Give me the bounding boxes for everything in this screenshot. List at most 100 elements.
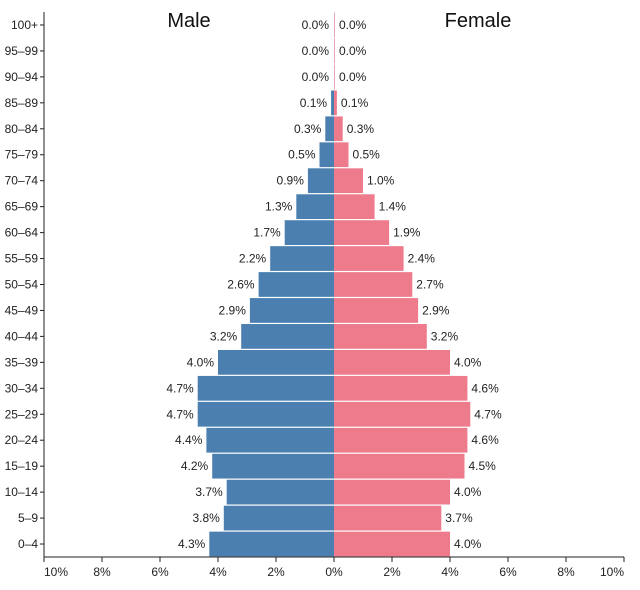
y-tick-label-55–59: 55–59 <box>5 252 39 266</box>
x-tick-label-4: 2% <box>267 565 285 579</box>
female-bar-10–14 <box>334 479 450 505</box>
female-value-label-85–89: 0.1% <box>341 96 369 110</box>
female-value-label-75–79: 0.5% <box>353 148 381 162</box>
y-tick-label-5–9: 5–9 <box>18 511 38 525</box>
x-tick-label-8: 6% <box>499 565 517 579</box>
male-bar-5–9 <box>223 505 334 531</box>
female-bar-75–79 <box>334 142 349 168</box>
female-bar-0–4 <box>334 531 450 557</box>
male-value-label-40–44: 3.2% <box>210 329 238 343</box>
y-tick-label-25–29: 25–29 <box>5 407 39 421</box>
bars-group <box>197 12 471 557</box>
y-tick-label-30–34: 30–34 <box>5 381 39 395</box>
male-bar-80–84 <box>325 116 334 142</box>
male-value-label-35–39: 4.0% <box>187 355 215 369</box>
female-bar-35–39 <box>334 349 450 375</box>
female-value-label-95–99: 0.0% <box>339 44 367 58</box>
female-value-label-70–74: 1.0% <box>367 174 395 188</box>
male-bar-55–59 <box>270 246 334 271</box>
female-bar-55–59 <box>334 246 404 271</box>
y-tick-label-40–44: 40–44 <box>5 329 39 343</box>
female-bar-25–29 <box>334 401 471 427</box>
y-tick-label-60–64: 60–64 <box>5 226 39 240</box>
male-value-label-70–74: 0.9% <box>277 174 305 188</box>
y-tick-label-10–14: 10–14 <box>5 485 39 499</box>
female-bar-90–94 <box>334 64 335 90</box>
male-bar-85–89 <box>331 90 334 116</box>
male-bar-65–69 <box>296 194 334 220</box>
female-bar-15–19 <box>334 453 465 479</box>
male-value-label-55–59: 2.2% <box>239 252 267 266</box>
x-tick-label-7: 4% <box>441 565 459 579</box>
female-value-label-30–34: 4.6% <box>471 381 499 395</box>
female-bar-95–99 <box>334 38 335 64</box>
female-side-title: Female <box>445 10 512 32</box>
male-value-label-10–14: 3.7% <box>195 485 223 499</box>
female-value-label-80–84: 0.3% <box>347 122 375 136</box>
y-tick-label-85–89: 85–89 <box>5 96 39 110</box>
male-bar-35–39 <box>218 349 334 375</box>
female-bar-45–49 <box>334 298 419 323</box>
female-bar-50–54 <box>334 272 413 297</box>
female-bar-5–9 <box>334 505 442 531</box>
female-bar-30–34 <box>334 375 468 401</box>
x-tick-label-0: 10% <box>44 565 68 579</box>
female-value-label-25–29: 4.7% <box>474 407 502 421</box>
female-value-label-35–39: 4.0% <box>454 355 482 369</box>
female-value-label-90–94: 0.0% <box>339 70 367 84</box>
female-value-label-10–14: 4.0% <box>454 485 482 499</box>
male-value-label-100+: 0.0% <box>302 18 330 32</box>
female-value-label-100+: 0.0% <box>339 18 367 32</box>
male-bar-15–19 <box>212 453 334 479</box>
y-tick-label-20–24: 20–24 <box>5 433 39 447</box>
x-tick-label-9: 8% <box>557 565 575 579</box>
y-tick-label-35–39: 35–39 <box>5 355 39 369</box>
male-value-label-20–24: 4.4% <box>175 433 203 447</box>
y-tick-label-75–79: 75–79 <box>5 148 39 162</box>
x-tick-label-3: 4% <box>209 565 227 579</box>
x-axis: 10% 8% 6% 4% 2% 0% 2% 4% 6% 8% 10% <box>43 556 625 579</box>
female-value-label-65–69: 1.4% <box>379 200 407 214</box>
female-value-label-20–24: 4.6% <box>471 433 499 447</box>
female-bar-40–44 <box>334 324 427 349</box>
male-value-label-25–29: 4.7% <box>166 407 194 421</box>
x-tick-label-5: 0% <box>325 565 343 579</box>
y-tick-label-80–84: 80–84 <box>5 122 39 136</box>
female-bar-100+ <box>334 12 335 38</box>
male-bar-20–24 <box>206 427 334 453</box>
x-tick-label-1: 8% <box>93 565 111 579</box>
y-tick-label-50–54: 50–54 <box>5 278 39 292</box>
x-tick-label-2: 6% <box>151 565 169 579</box>
female-bar-80–84 <box>334 116 343 142</box>
male-bar-30–34 <box>197 375 334 401</box>
male-value-label-60–64: 1.7% <box>253 226 281 240</box>
male-value-label-65–69: 1.3% <box>265 200 293 214</box>
x-tick-label-10: 10% <box>600 565 624 579</box>
male-value-label-85–89: 0.1% <box>300 96 328 110</box>
male-bar-50–54 <box>258 272 334 297</box>
male-value-label-5–9: 3.8% <box>192 511 220 525</box>
y-tick-label-100+: 100+ <box>11 18 38 32</box>
y-tick-label-45–49: 45–49 <box>5 303 39 317</box>
male-value-label-75–79: 0.5% <box>288 148 316 162</box>
y-tick-label-0–4: 0–4 <box>18 537 38 551</box>
male-value-label-80–84: 0.3% <box>294 122 322 136</box>
male-value-label-95–99: 0.0% <box>302 44 330 58</box>
female-value-label-15–19: 4.5% <box>469 459 497 473</box>
female-bar-60–64 <box>334 220 390 245</box>
female-value-label-60–64: 1.9% <box>393 226 421 240</box>
male-value-label-15–19: 4.2% <box>181 459 209 473</box>
female-value-label-45–49: 2.9% <box>422 303 450 317</box>
female-bar-20–24 <box>334 427 468 453</box>
female-value-label-0–4: 4.0% <box>454 537 482 551</box>
male-bar-40–44 <box>241 324 334 349</box>
male-bar-10–14 <box>226 479 334 505</box>
male-bar-75–79 <box>319 142 334 168</box>
male-bar-45–49 <box>249 298 334 323</box>
female-value-label-55–59: 2.4% <box>408 252 436 266</box>
male-side-title: Male <box>167 10 210 32</box>
male-bar-25–29 <box>197 401 334 427</box>
male-bar-60–64 <box>284 220 334 245</box>
